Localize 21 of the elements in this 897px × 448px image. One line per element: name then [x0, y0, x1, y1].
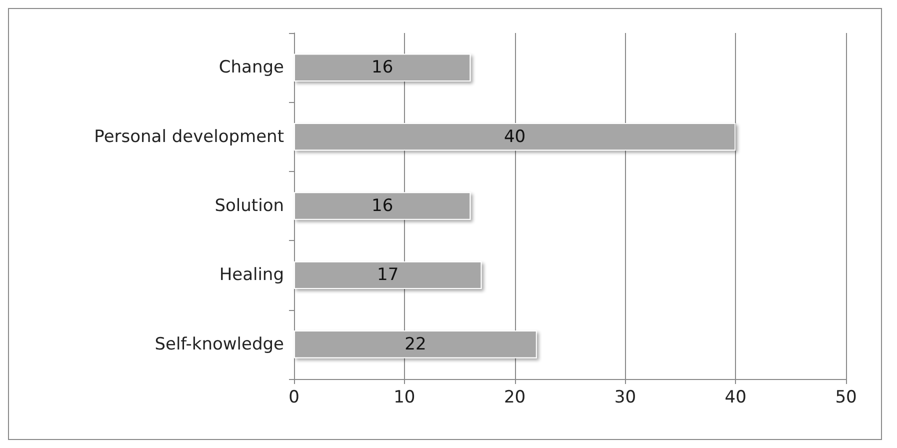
data-label: 16: [372, 196, 394, 216]
bar: [294, 122, 736, 151]
data-label: 22: [404, 334, 426, 354]
bar: [294, 330, 537, 358]
bar: [294, 261, 482, 290]
y-tick-label: Solution: [214, 196, 284, 216]
data-label: 16: [372, 58, 394, 78]
x-tick-label: 0: [288, 388, 300, 408]
x-tick-label: 50: [835, 388, 857, 408]
bar: [294, 192, 471, 220]
y-tick-label: Self-knowledge: [154, 334, 284, 354]
y-tick-label: Personal development: [94, 126, 284, 147]
x-tick-label: 30: [614, 388, 636, 408]
y-tick-label: Healing: [219, 265, 284, 286]
x-tick-label: 40: [724, 388, 746, 408]
data-label: 40: [504, 126, 526, 147]
x-tick-label: 20: [504, 388, 526, 408]
y-tick-label: Change: [218, 58, 284, 78]
data-label: 17: [377, 265, 399, 286]
bar: [294, 54, 471, 82]
x-tick-label: 10: [394, 388, 416, 408]
